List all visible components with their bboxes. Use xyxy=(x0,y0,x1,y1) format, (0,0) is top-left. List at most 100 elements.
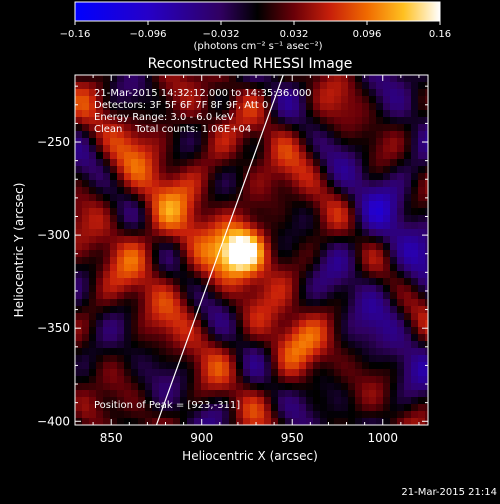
heatmap-cell xyxy=(250,313,257,320)
heatmap-cell xyxy=(362,222,369,229)
heatmap-cell xyxy=(201,313,208,320)
heatmap-cell xyxy=(334,278,341,285)
heatmap-cell xyxy=(236,201,243,208)
heatmap-cell xyxy=(117,152,124,159)
heatmap-cell xyxy=(159,117,166,124)
heatmap-cell xyxy=(180,89,187,96)
heatmap-cell xyxy=(124,159,131,166)
heatmap-cell xyxy=(404,334,411,341)
heatmap-cell xyxy=(180,369,187,376)
heatmap-cell xyxy=(152,82,159,89)
heatmap-cell xyxy=(278,411,285,418)
heatmap-cell xyxy=(257,145,264,152)
heatmap-cell xyxy=(201,166,208,173)
heatmap-cell xyxy=(362,89,369,96)
heatmap-cell xyxy=(306,124,313,131)
heatmap-cell xyxy=(278,355,285,362)
heatmap-cell xyxy=(376,159,383,166)
heatmap-cell xyxy=(159,96,166,103)
heatmap-cell xyxy=(376,278,383,285)
heatmap-cell xyxy=(376,194,383,201)
heatmap-cell xyxy=(250,208,257,215)
heatmap-cell xyxy=(124,299,131,306)
heatmap-cell xyxy=(187,271,194,278)
heatmap-cell xyxy=(292,103,299,110)
heatmap-cell xyxy=(278,201,285,208)
heatmap-cell xyxy=(215,411,222,418)
heatmap-cell xyxy=(278,145,285,152)
heatmap-cell xyxy=(187,383,194,390)
heatmap-cell xyxy=(110,243,117,250)
heatmap-cell xyxy=(362,215,369,222)
heatmap-cell xyxy=(138,152,145,159)
heatmap-cell xyxy=(124,390,131,397)
heatmap-cell xyxy=(82,96,89,103)
heatmap-cell xyxy=(348,285,355,292)
heatmap-cell xyxy=(397,208,404,215)
heatmap-cell xyxy=(397,341,404,348)
heatmap-cell xyxy=(355,131,362,138)
heatmap-cell xyxy=(180,390,187,397)
heatmap-cell xyxy=(320,159,327,166)
heatmap-cell xyxy=(327,334,334,341)
heatmap-cell xyxy=(229,250,236,257)
heatmap-cell xyxy=(166,299,173,306)
heatmap-cell xyxy=(187,390,194,397)
heatmap-cell xyxy=(285,348,292,355)
heatmap-cell xyxy=(257,180,264,187)
heatmap-cell xyxy=(208,411,215,418)
heatmap-cell xyxy=(215,264,222,271)
heatmap-cell xyxy=(376,166,383,173)
heatmap-cell xyxy=(257,208,264,215)
heatmap-cell xyxy=(166,250,173,257)
heatmap-cell xyxy=(341,404,348,411)
heatmap-cell xyxy=(166,355,173,362)
plot-frame xyxy=(74,74,429,426)
heatmap-cell xyxy=(103,341,110,348)
heatmap-cell xyxy=(201,285,208,292)
heatmap-cell xyxy=(313,75,320,82)
heatmap-cell xyxy=(292,313,299,320)
heatmap-cell xyxy=(355,82,362,89)
heatmap-cell xyxy=(173,96,180,103)
heatmap-cell xyxy=(320,96,327,103)
heatmap-cell xyxy=(166,110,173,117)
heatmap-cell xyxy=(166,124,173,131)
heatmap-cell xyxy=(285,194,292,201)
heatmap-cell xyxy=(82,159,89,166)
heatmap-cell xyxy=(208,173,215,180)
heatmap-cell xyxy=(180,82,187,89)
heatmap-cell xyxy=(243,278,250,285)
heatmap-cell xyxy=(348,152,355,159)
heatmap-cell xyxy=(278,320,285,327)
heatmap-cell xyxy=(229,376,236,383)
heatmap-cell xyxy=(306,208,313,215)
heatmap-cell xyxy=(348,236,355,243)
heatmap-cell xyxy=(75,145,82,152)
heatmap-cell xyxy=(341,180,348,187)
heatmap-cell xyxy=(194,327,201,334)
heatmap-cell xyxy=(299,138,306,145)
heatmap-cell xyxy=(271,138,278,145)
heatmap-cell xyxy=(334,369,341,376)
heatmap-cell xyxy=(327,131,334,138)
heatmap-cell xyxy=(117,236,124,243)
heatmap-cell xyxy=(376,285,383,292)
heatmap-cell xyxy=(117,264,124,271)
heatmap-cell xyxy=(418,334,425,341)
heatmap-cell xyxy=(278,334,285,341)
heatmap-cell xyxy=(201,236,208,243)
heatmap-cell xyxy=(243,159,250,166)
heatmap-cell xyxy=(180,418,187,425)
heatmap-cell xyxy=(341,341,348,348)
heatmap-cell xyxy=(82,327,89,334)
heatmap-cell xyxy=(124,411,131,418)
heatmap-cell xyxy=(404,250,411,257)
heatmap-cell xyxy=(404,390,411,397)
heatmap-cell xyxy=(425,348,428,355)
heatmap-cell xyxy=(124,236,131,243)
heatmap-cell xyxy=(229,89,236,96)
heatmap-cell xyxy=(320,334,327,341)
heatmap-cell xyxy=(166,341,173,348)
heatmap-cell xyxy=(194,376,201,383)
